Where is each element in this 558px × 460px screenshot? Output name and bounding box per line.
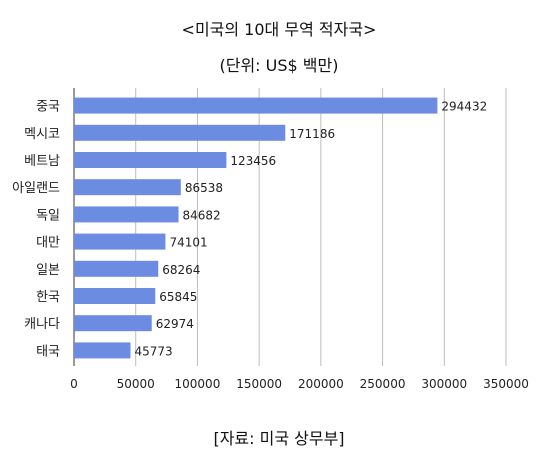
category-label: 아일랜드 — [12, 181, 60, 196]
category-label: 대만 — [36, 236, 60, 251]
x-tick-label: 150000 — [236, 377, 282, 391]
bar — [74, 315, 152, 332]
data-label: 62974 — [156, 317, 194, 331]
category-label: 베트남 — [24, 154, 60, 169]
x-tick-label: 50000 — [117, 377, 155, 391]
bar — [74, 124, 286, 141]
chart-subtitle: (단위: US$ 백만) — [219, 56, 339, 75]
x-tick-label: 250000 — [360, 377, 406, 391]
category-label: 독일 — [36, 208, 60, 223]
x-tick-label: 350000 — [483, 377, 529, 391]
data-label: 123456 — [230, 154, 276, 168]
bar — [74, 288, 156, 304]
bar — [74, 233, 166, 250]
data-label: 45773 — [134, 344, 172, 358]
x-tick-label: 200000 — [298, 377, 344, 391]
bar — [74, 206, 179, 223]
chart-title: <미국의 10대 무역 적자국> — [181, 20, 377, 39]
data-label: 74101 — [169, 236, 207, 250]
data-label: 84682 — [183, 208, 221, 222]
bar — [74, 152, 227, 168]
category-label: 캐나다 — [24, 317, 60, 332]
bar — [74, 260, 159, 277]
category-label: 태국 — [36, 344, 60, 359]
category-label: 멕시코 — [24, 127, 60, 142]
bar — [74, 342, 131, 359]
bar — [74, 179, 181, 196]
category-label: 중국 — [36, 100, 60, 115]
data-label: 294432 — [441, 100, 487, 114]
category-label: 한국 — [36, 290, 60, 305]
bar — [74, 97, 438, 114]
category-label: 일본 — [36, 263, 60, 278]
x-tick-label: 300000 — [421, 377, 467, 391]
source-note: [자료: 미국 상무부] — [213, 429, 345, 448]
data-label: 68264 — [162, 263, 200, 277]
x-tick-label: 0 — [70, 377, 78, 391]
data-label: 171186 — [289, 127, 335, 141]
data-label: 86538 — [185, 181, 223, 195]
data-label: 65845 — [159, 290, 197, 304]
x-tick-label: 100000 — [175, 377, 221, 391]
